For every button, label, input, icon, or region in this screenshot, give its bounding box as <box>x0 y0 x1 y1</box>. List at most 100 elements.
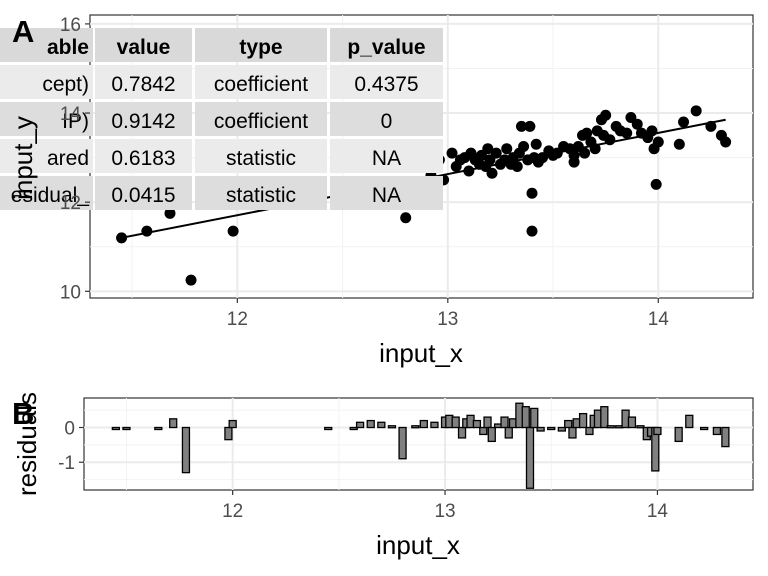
data-point <box>486 167 498 179</box>
data-point <box>621 127 633 139</box>
data-point <box>446 147 458 159</box>
data-point <box>646 125 658 137</box>
residual-bar <box>181 426 191 474</box>
table-cell <box>195 65 327 99</box>
residual-bar <box>122 426 131 431</box>
panel-b-x-ticks: 12 13 14 <box>222 490 668 522</box>
data-point <box>650 178 662 190</box>
panel-b-label: B <box>12 396 34 431</box>
residual-bar <box>472 419 482 429</box>
panel-a-x-axis-label: input_x <box>379 338 463 368</box>
data-point <box>678 116 690 128</box>
a-y-tick-label: 14 <box>60 104 82 125</box>
residual-bar <box>712 426 722 436</box>
data-point <box>581 127 593 139</box>
data-point <box>705 120 717 132</box>
residual-bar <box>154 426 163 431</box>
data-point <box>526 225 538 237</box>
table-cell-value: coefficient <box>214 73 308 96</box>
residual-bar <box>324 426 333 431</box>
residual-bar <box>419 419 428 429</box>
data-point <box>164 207 176 219</box>
table-header-label: p_value <box>347 36 425 59</box>
table-cell <box>330 176 443 210</box>
panel-a-x-ticks: 12 13 14 <box>227 298 669 330</box>
table-cell <box>330 102 443 136</box>
panel-b: 12 13 14 -1 0 input_x residuals B <box>12 392 754 560</box>
table-cell <box>95 65 192 99</box>
data-point <box>600 109 612 121</box>
residual-bar <box>674 426 683 443</box>
data-point <box>720 136 732 148</box>
data-point <box>526 187 538 199</box>
data-point <box>116 232 128 244</box>
table-cell <box>195 176 327 210</box>
table-cell-value: coefficient <box>214 110 308 133</box>
table-cell <box>0 65 93 99</box>
table-cell-value: 0.4375 <box>354 73 418 96</box>
table-cell-value: 0.7842 <box>111 73 175 96</box>
residual-bar <box>355 421 365 429</box>
data-point <box>604 134 616 146</box>
residual-bar <box>568 426 577 439</box>
table-cell <box>195 102 327 136</box>
panel-a-points <box>116 105 732 286</box>
data-point <box>524 120 536 132</box>
residual-bar <box>564 419 573 429</box>
residual-bar <box>521 406 530 429</box>
panel-b-grid <box>84 398 753 490</box>
residual-bar <box>530 407 539 429</box>
a-y-tick-label: 12 <box>60 193 81 214</box>
table-cell-value: statistic <box>226 147 296 170</box>
residual-bar <box>653 426 662 436</box>
residual-bar <box>377 421 386 429</box>
data-point <box>511 161 523 173</box>
panel-a: able value type p_value cept) 0.7842 coefficie… <box>0 14 754 368</box>
table-cell-value: ared <box>47 147 89 170</box>
panel-a-y-ticks: 10 12 14 16 <box>60 15 90 303</box>
table-cell-value: NA <box>372 184 401 207</box>
b-x-tick-label: 12 <box>222 501 243 522</box>
panel-a-y-axis-label: input_y <box>8 116 38 200</box>
b-x-tick-label: 13 <box>434 501 455 522</box>
residual-bar <box>366 419 375 429</box>
table-header-cell <box>330 28 443 62</box>
residual-bar <box>585 426 594 436</box>
table-cell <box>0 102 93 136</box>
data-point <box>568 156 580 168</box>
table-cell <box>95 139 192 173</box>
a-y-tick-label: 16 <box>60 15 81 36</box>
data-point <box>530 138 542 150</box>
table-cell <box>95 102 192 136</box>
data-point <box>673 138 685 150</box>
table-header-cell <box>0 28 93 62</box>
table-cell-value: statistic <box>226 184 296 207</box>
table-cell-value: 0.0415 <box>111 184 175 207</box>
table-cell-value: esidual_ <box>11 184 90 207</box>
residual-bar <box>398 426 407 460</box>
data-point <box>579 147 591 159</box>
a-y-tick-label: 10 <box>60 282 81 303</box>
b-x-tick-label: 14 <box>647 501 669 522</box>
data-point <box>501 143 513 155</box>
data-point <box>515 120 527 132</box>
table-header-cell <box>195 28 327 62</box>
residual-bar <box>578 412 588 429</box>
residual-bar <box>457 426 467 439</box>
residual-bar <box>224 426 233 441</box>
table-cell <box>0 139 93 173</box>
residual-bar <box>504 426 513 439</box>
residual-bar <box>536 426 545 432</box>
table-cell <box>330 139 443 173</box>
table-cell-value: 0 <box>381 110 393 133</box>
residual-bar <box>111 426 121 431</box>
b-y-tick-label: 0 <box>64 419 75 440</box>
a-x-tick-label: 13 <box>437 309 458 330</box>
table-cell-value: 0.9142 <box>111 110 175 133</box>
data-point <box>185 274 197 286</box>
residual-bar <box>479 426 488 436</box>
residual-bar <box>228 419 237 429</box>
residual-bar <box>500 416 509 429</box>
table-cell-value: NA <box>372 147 401 170</box>
